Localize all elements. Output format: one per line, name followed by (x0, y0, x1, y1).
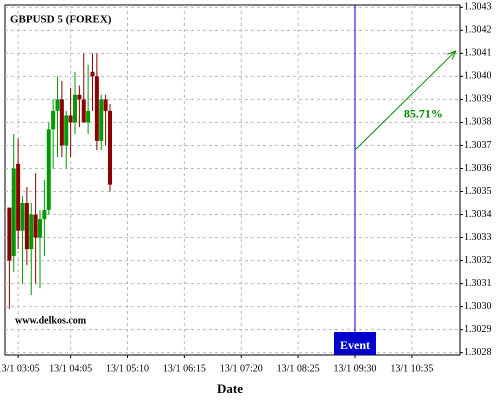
x-tick-label: 13/1 05:10 (106, 363, 149, 374)
candle-body (68, 115, 73, 123)
candle-body (94, 76, 99, 141)
y-tick-label: 1.3038 (464, 117, 492, 128)
y-tick-label: 1.3029 (464, 324, 492, 335)
y-tick-label: 1.3033 (464, 232, 492, 243)
arrow-line (354, 50, 456, 151)
candle-body (33, 214, 38, 238)
candle-body (20, 203, 25, 231)
candle-body (77, 94, 82, 100)
y-tick-label: 1.3036 (464, 163, 492, 174)
candle-body (64, 115, 69, 146)
y-tick-label: 1.3030 (464, 301, 492, 312)
y-tick-label: 1.3031 (464, 278, 492, 289)
candle-body (42, 209, 47, 220)
y-tick-label: 1.3028 (464, 347, 492, 358)
x-axis-label: Date (217, 381, 243, 396)
y-tick-label: 1.3035 (464, 186, 492, 197)
event-box (334, 332, 376, 355)
arrow-head (447, 50, 457, 60)
y-tick-label: 1.3042 (464, 25, 492, 36)
candle-body (51, 110, 56, 130)
candle-body (24, 203, 29, 250)
candle-body (99, 99, 104, 141)
x-tick-label: 13/1 04:05 (49, 363, 92, 374)
arrow-label: 85.71% (404, 106, 443, 120)
candle-body (38, 219, 42, 238)
y-tick-label: 1.3043 (464, 2, 492, 13)
event-label: Event (340, 338, 370, 352)
candle-body (103, 99, 108, 111)
chart-title: GBPUSD 5 (FOREX) (10, 14, 112, 26)
x-tick-label: 13/1 07:20 (220, 363, 263, 374)
y-tick-label: 1.3039 (464, 94, 492, 105)
candle-body (73, 94, 77, 123)
candle-body (90, 71, 95, 77)
y-tick-label: 1.3034 (464, 209, 492, 220)
candle-body (7, 207, 12, 261)
candle-body (46, 129, 51, 210)
x-tick-label: 13/1 03:05 (0, 363, 40, 374)
y-tick-label: 1.3032 (464, 255, 492, 266)
x-tick-label: 13/1 06:15 (163, 363, 206, 374)
candle-body (16, 163, 21, 231)
watermark: www.delkos.com (15, 315, 87, 326)
candle-body (86, 110, 91, 123)
x-tick-label: 13/1 10:35 (390, 363, 433, 374)
candle-body (108, 110, 112, 185)
y-tick-label: 1.3041 (464, 48, 492, 59)
y-tick-label: 1.3037 (464, 140, 492, 151)
candle-body (55, 99, 60, 111)
candle-body (29, 214, 34, 250)
candle-body (59, 99, 64, 146)
x-tick-label: 13/1 09:30 (333, 363, 376, 374)
plot-frame (4, 4, 461, 356)
candle-body (81, 99, 86, 123)
y-tick-label: 1.3040 (464, 71, 492, 82)
candle-body (11, 168, 16, 256)
x-tick-label: 13/1 08:25 (277, 363, 320, 374)
